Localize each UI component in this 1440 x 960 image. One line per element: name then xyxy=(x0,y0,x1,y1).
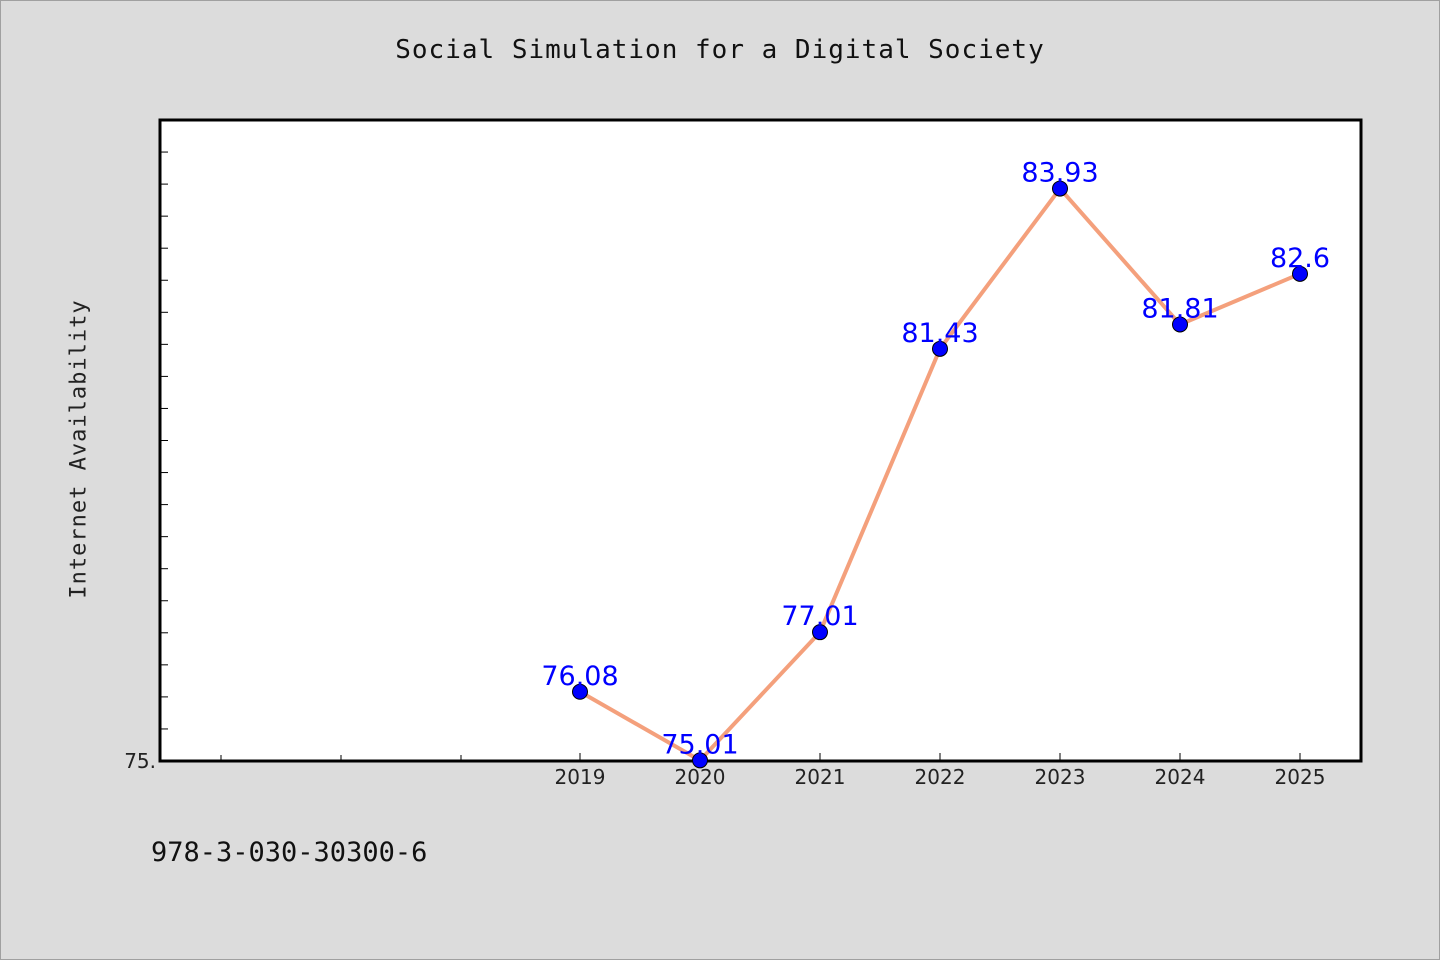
data-label: 81.81 xyxy=(1141,293,1218,324)
data-label: 82.6 xyxy=(1270,243,1330,274)
x-tick-label: 2019 xyxy=(555,765,606,789)
data-point xyxy=(1172,316,1188,333)
x-tick-label: 2023 xyxy=(1035,765,1086,789)
data-point xyxy=(1052,180,1068,197)
data-label: 81.43 xyxy=(901,318,978,349)
x-tick-label: 2025 xyxy=(1275,765,1326,789)
x-tick-label: 2020 xyxy=(675,765,726,789)
x-tick-label: 2024 xyxy=(1155,765,1206,789)
data-point xyxy=(692,752,708,769)
data-label: 83.93 xyxy=(1021,158,1098,189)
data-label: 75.01 xyxy=(661,729,738,760)
data-label: 76.08 xyxy=(541,661,618,692)
data-point xyxy=(932,340,948,357)
x-tick-label: 2021 xyxy=(795,765,846,789)
plot-area xyxy=(158,118,1363,763)
isbn-text: 978-3-030-30300-6 xyxy=(151,837,428,868)
data-point xyxy=(812,624,828,641)
y-tick-label: 75. xyxy=(124,749,156,773)
data-point xyxy=(572,683,588,700)
data-point xyxy=(1292,265,1308,282)
data-label: 77.01 xyxy=(781,601,858,632)
chart-title: Social Simulation for a Digital Society xyxy=(395,35,1045,65)
x-tick-label: 2022 xyxy=(915,765,966,789)
